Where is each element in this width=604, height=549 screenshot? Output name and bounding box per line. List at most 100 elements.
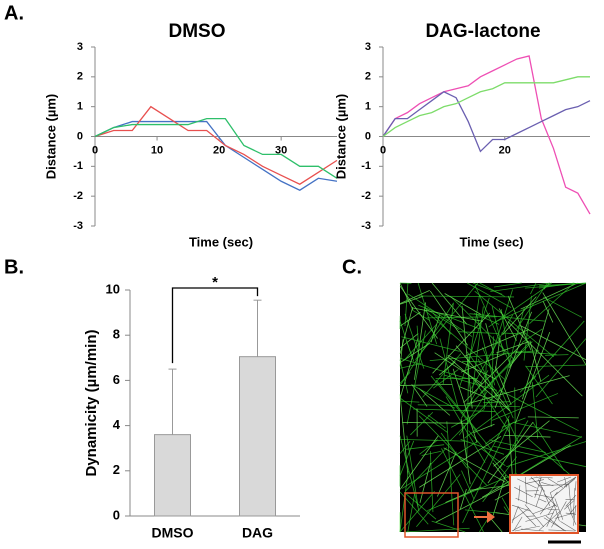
y-axis-label: Distance (µm) bbox=[43, 94, 58, 180]
filament bbox=[492, 475, 506, 517]
filament bbox=[445, 396, 486, 463]
filament bbox=[427, 414, 446, 429]
filament bbox=[490, 518, 503, 533]
x-tick-label: 0 bbox=[92, 144, 98, 156]
inset-filament bbox=[572, 487, 576, 518]
filament bbox=[422, 353, 462, 398]
filament bbox=[443, 447, 506, 483]
filament bbox=[542, 300, 554, 323]
filament bbox=[545, 354, 569, 356]
filament bbox=[423, 309, 506, 380]
y-tick-label: 2 bbox=[365, 71, 371, 83]
inset-filament bbox=[547, 508, 560, 511]
filament bbox=[466, 351, 501, 398]
inset-filament bbox=[535, 487, 543, 507]
inset-filament bbox=[525, 476, 528, 505]
y-tick-label: -3 bbox=[73, 220, 83, 232]
filament bbox=[472, 282, 503, 295]
filament bbox=[501, 417, 526, 428]
filament bbox=[429, 290, 468, 346]
inset-filament bbox=[538, 476, 553, 479]
inset-filament bbox=[517, 478, 537, 489]
inset-filament bbox=[568, 483, 572, 512]
inset-filament bbox=[545, 515, 564, 531]
y-tick-label: 3 bbox=[365, 41, 371, 53]
panel-label: A. bbox=[4, 2, 24, 24]
filament bbox=[440, 432, 468, 469]
x-axis-label: Time (sec) bbox=[189, 234, 253, 249]
filament bbox=[520, 325, 587, 361]
inset-filament bbox=[534, 477, 542, 498]
chart-title: DAG-lactone bbox=[425, 21, 540, 42]
filament bbox=[441, 448, 484, 533]
filament bbox=[508, 350, 523, 368]
inset-filament bbox=[521, 528, 544, 532]
inset-filament bbox=[573, 505, 577, 526]
filament bbox=[416, 474, 461, 527]
inset-filament bbox=[563, 476, 577, 488]
filament bbox=[479, 519, 488, 533]
filament bbox=[427, 472, 517, 512]
y-tick-label: 3 bbox=[77, 41, 83, 53]
bar bbox=[154, 434, 191, 517]
inset-filament bbox=[548, 529, 575, 532]
inset-filament bbox=[511, 508, 530, 521]
filament bbox=[413, 385, 456, 409]
inset-filament bbox=[530, 476, 546, 492]
filament bbox=[498, 389, 579, 432]
inset-filament bbox=[538, 498, 547, 503]
filament bbox=[399, 470, 409, 533]
y-tick-label: 0 bbox=[113, 507, 120, 522]
filament bbox=[459, 297, 490, 388]
filament bbox=[543, 296, 582, 318]
inset-filament bbox=[515, 497, 544, 510]
y-tick-label: 4 bbox=[113, 417, 121, 432]
filament bbox=[532, 421, 565, 471]
filament bbox=[469, 313, 546, 322]
filament bbox=[412, 307, 484, 322]
filament bbox=[473, 379, 511, 434]
filament bbox=[503, 307, 525, 385]
x-tick-label: DMSO bbox=[152, 525, 194, 541]
inset-filament bbox=[532, 504, 557, 515]
filament bbox=[399, 363, 422, 369]
filament bbox=[447, 354, 496, 380]
filament bbox=[483, 356, 487, 410]
filament bbox=[465, 375, 570, 405]
filament bbox=[481, 444, 571, 498]
filament bbox=[415, 282, 479, 360]
y-tick-label: 0 bbox=[365, 130, 371, 142]
y-tick-label: 10 bbox=[106, 281, 120, 296]
x-tick-label: 20 bbox=[213, 144, 225, 156]
filament bbox=[542, 292, 587, 366]
filament bbox=[446, 421, 455, 526]
filament bbox=[538, 282, 575, 289]
filament bbox=[399, 440, 415, 476]
filament bbox=[399, 357, 470, 380]
y-tick-label: -1 bbox=[73, 160, 83, 172]
filament bbox=[401, 336, 460, 352]
filament bbox=[410, 411, 434, 436]
filament bbox=[399, 359, 409, 394]
filament bbox=[526, 436, 577, 480]
data-line bbox=[94, 105, 338, 185]
filament bbox=[438, 361, 456, 376]
filament bbox=[498, 308, 517, 341]
filament bbox=[399, 290, 430, 305]
filament bbox=[501, 332, 526, 335]
filament bbox=[467, 294, 480, 374]
filament bbox=[430, 375, 493, 451]
x-tick-label: 0 bbox=[380, 144, 386, 156]
filament bbox=[461, 341, 533, 414]
filament bbox=[418, 388, 451, 416]
inset-filament bbox=[514, 486, 533, 498]
filament bbox=[462, 426, 509, 524]
filament bbox=[399, 438, 465, 442]
filament bbox=[496, 341, 529, 354]
inset-filament bbox=[526, 515, 535, 517]
filament bbox=[473, 423, 495, 433]
y-axis-label: Dynamicity (µm/min) bbox=[83, 329, 100, 476]
inset-filament bbox=[538, 479, 551, 507]
filament bbox=[471, 314, 514, 389]
inset-filament bbox=[525, 512, 554, 522]
